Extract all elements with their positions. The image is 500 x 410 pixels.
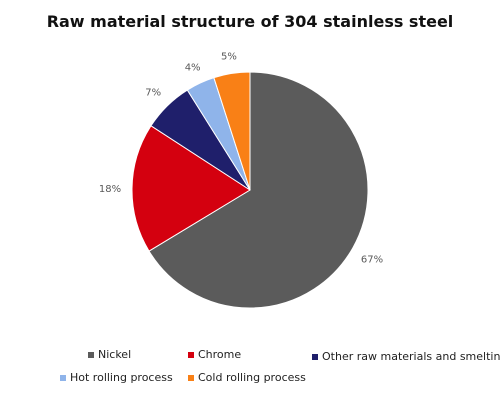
legend-label-nickel: Nickel xyxy=(98,348,132,361)
data-label-other-raw-materials-and-smelting: 7% xyxy=(145,88,161,99)
pie-slice-nickel xyxy=(148,71,369,309)
pie-slice-cold-rolling-process xyxy=(213,71,251,191)
legend-label-cold-rolling: Cold rolling process xyxy=(198,371,306,384)
legend-item-nickel: Nickel xyxy=(88,348,131,361)
legend-swatch-nickel xyxy=(88,351,94,358)
data-label-nickel: 67% xyxy=(361,255,383,266)
legend-swatch-cold-rolling xyxy=(188,374,194,381)
data-label-hot-rolling-process: 4% xyxy=(185,63,201,74)
legend-label-other: Other raw materials and smelting xyxy=(322,350,500,363)
legend-label-chrome: Chrome xyxy=(198,348,242,361)
legend-label-hot-rolling: Hot rolling process xyxy=(70,371,173,384)
chart-title: Raw material structure of 304 stainless … xyxy=(46,12,454,31)
legend-swatch-hot-rolling xyxy=(60,374,66,381)
legend-item-other: Other raw materials and smelting xyxy=(312,350,500,363)
legend-swatch-other xyxy=(312,353,318,360)
legend-swatch-chrome xyxy=(188,351,194,358)
legend-item-hot-rolling: Hot rolling process xyxy=(60,371,173,384)
legend-item-chrome: Chrome xyxy=(188,348,241,361)
data-label-cold-rolling-process: 5% xyxy=(221,52,237,63)
data-label-chrome: 18% xyxy=(99,184,121,195)
legend-item-cold-rolling: Cold rolling process xyxy=(188,371,306,384)
pie-slice-chrome xyxy=(131,125,251,252)
